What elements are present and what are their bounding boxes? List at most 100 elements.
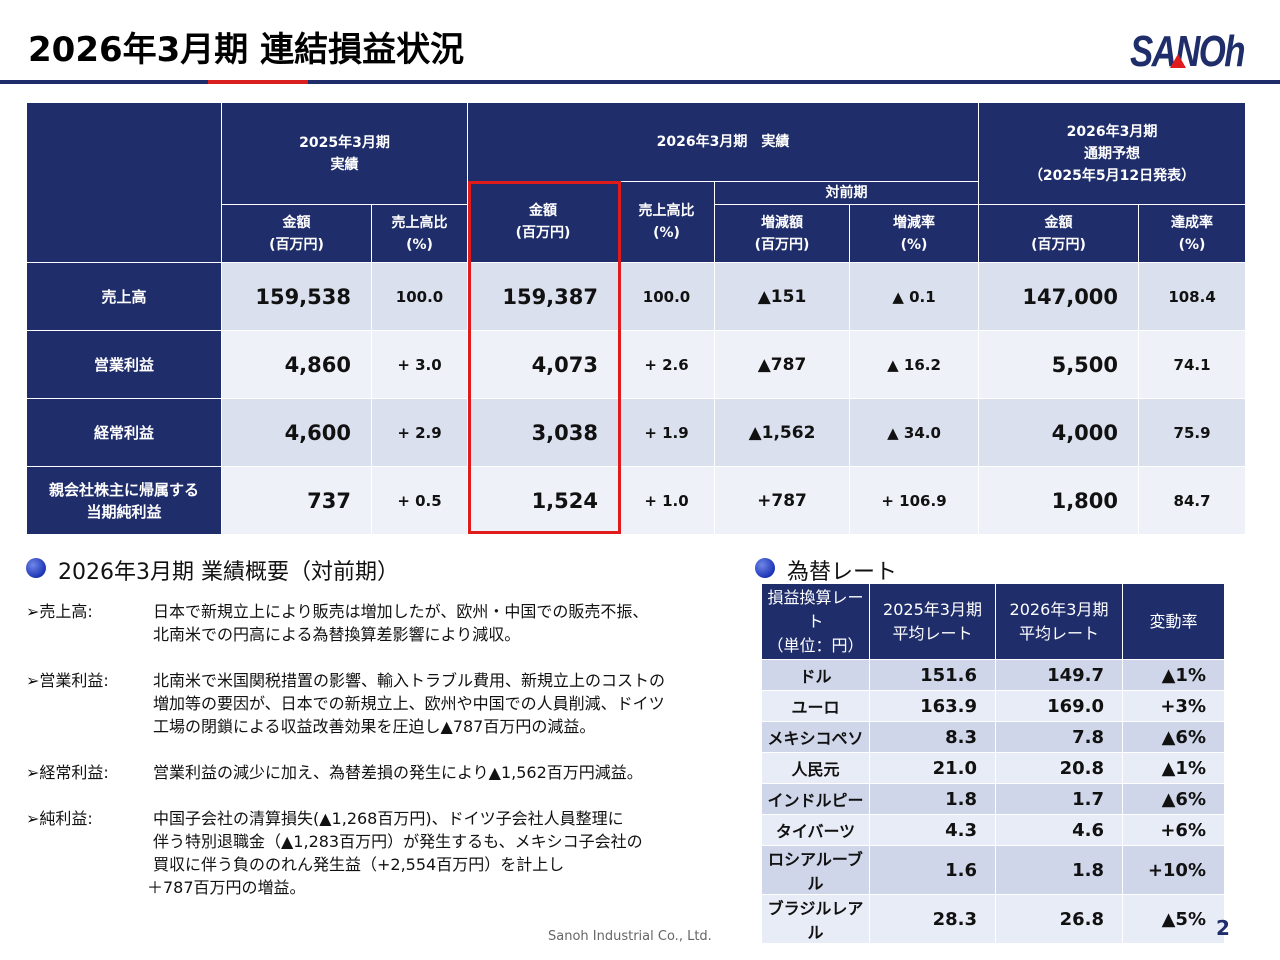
fy26-ratio: + 1.9 (618, 398, 715, 467)
fy25-ratio: + 3.0 (371, 330, 468, 399)
table-row: 売上高 159,538 100.0 159,387 100.0 ▲151 ▲ 0… (26, 262, 1247, 331)
logo-wordmark: SANOh (1130, 27, 1245, 72)
achievement-rate: 108.4 (1138, 262, 1247, 331)
summary-line: 工場の閉鎖による収益改善効果を圧迫し▲787百万円の減益。 (153, 717, 596, 736)
fy25-amount: 737 (221, 466, 372, 535)
summary-line: 中国子会社の清算損失(▲1,268百万円)、ドイツ子会社人員整理に (153, 809, 624, 828)
summary-line: 北南米での円高による為替換算差影響により減収。 (153, 625, 521, 644)
summary-label: 売上高: (26, 600, 151, 623)
summary-label: 営業利益: (26, 669, 151, 692)
fy26-rate: 149.7 (995, 659, 1123, 691)
fy26-amount: 3,038 (467, 398, 619, 467)
rate-change: +6% (1122, 814, 1225, 846)
summary-label: 経常利益: (26, 761, 151, 784)
summary-list: 売上高: 日本で新規立上により販売は増加したが、欧州・中国での販売不振、 北南米… (26, 600, 746, 922)
header-fy26: 2026年3月期 実績 (466, 102, 980, 182)
fx-row: メキシコペソ 8.3 7.8 ▲6% (761, 721, 1225, 753)
table-row: 親会社株主に帰属する 当期純利益 737 + 0.5 1,524 + 1.0 +… (26, 466, 1247, 535)
fy26-rate: 7.8 (995, 721, 1123, 753)
header-achievement: 達成率 (%) (1138, 204, 1247, 263)
currency: ドル (761, 659, 870, 691)
fx-row: ロシアルーブル 1.6 1.8 +10% (761, 845, 1225, 895)
rate-change: ▲5% (1122, 894, 1225, 944)
fy26-amount: 4,073 (467, 330, 619, 399)
fx-row: ブラジルレアル 28.3 26.8 ▲5% (761, 894, 1225, 944)
fy26-amount: 159,387 (467, 262, 619, 331)
summary-text: 営業利益の減少に加え、為替差損の発生により▲1,562百万円減益。 (153, 761, 746, 784)
yoy-change: ▲787 (714, 330, 850, 399)
header-yoy: 対前期 (713, 181, 980, 205)
fx-header-fy26: 2026年3月期 平均レート (995, 583, 1123, 660)
fy25-rate: 151.6 (869, 659, 996, 691)
fx-rate-table: 損益換算レート （単位：円） 2025年3月期 平均レート 2026年3月期 平… (761, 583, 1225, 944)
summary-text: 日本で新規立上により販売は増加したが、欧州・中国での販売不振、 北南米での円高に… (153, 600, 746, 646)
row-label: 営業利益 (26, 330, 222, 399)
summary-line: 買収に伴う負ののれん発生益（+2,554百万円）を計上し (153, 855, 565, 874)
fy26-rate: 169.0 (995, 690, 1123, 722)
fy26-rate: 20.8 (995, 752, 1123, 784)
fy25-amount: 4,860 (221, 330, 372, 399)
currency: メキシコペソ (761, 721, 870, 753)
header-fy26-amount: 金額 (百万円) (467, 181, 619, 263)
fx-row: ユーロ 163.9 169.0 +3% (761, 690, 1225, 722)
rate-change: +10% (1122, 845, 1225, 895)
yoy-change-rate: + 106.9 (848, 466, 980, 535)
rate-change: ▲6% (1122, 721, 1225, 753)
currency: ブラジルレアル (761, 894, 870, 944)
header-fy25: 2025年3月期 実績 (221, 102, 468, 205)
fy26-ratio: + 2.6 (618, 330, 715, 399)
currency: ロシアルーブル (761, 845, 870, 895)
currency: インドルピー (761, 783, 870, 815)
fy26-rate: 1.7 (995, 783, 1123, 815)
fy26-rate: 1.8 (995, 845, 1123, 895)
rate-change: ▲1% (1122, 752, 1225, 784)
table-row: 営業利益 4,860 + 3.0 4,073 + 2.6 ▲787 ▲ 16.2… (26, 330, 1247, 399)
achievement-rate: 75.9 (1138, 398, 1247, 467)
summary-item-ordinary: 経常利益: 営業利益の減少に加え、為替差損の発生により▲1,562百万円減益。 (26, 761, 746, 784)
fx-header-fy25: 2025年3月期 平均レート (869, 583, 996, 660)
rate-change: ▲1% (1122, 659, 1225, 691)
corner-header (26, 102, 222, 263)
achievement-rate: 74.1 (1138, 330, 1247, 399)
fy26-amount: 1,524 (467, 466, 619, 535)
yoy-change-rate: ▲ 0.1 (848, 262, 980, 331)
fy25-ratio: + 0.5 (371, 466, 468, 535)
summary-line: 伴う特別退職金（▲1,283百万円）が発生するも、メキシコ子会社の (153, 832, 643, 851)
currency: ユーロ (761, 690, 870, 722)
currency: 人民元 (761, 752, 870, 784)
rate-change: +3% (1122, 690, 1225, 722)
fx-header-change: 変動率 (1122, 583, 1225, 660)
title-divider (0, 80, 1280, 84)
summary-line: 営業利益の減少に加え、為替差損の発生により▲1,562百万円減益。 (153, 763, 643, 782)
consolidated-pl-table: 2025年3月期 実績 2026年3月期 実績 2026年3月期 通期予想 （2… (26, 102, 1247, 535)
fy25-rate: 4.3 (869, 814, 996, 846)
summary-item-sales: 売上高: 日本で新規立上により販売は増加したが、欧州・中国での販売不振、 北南米… (26, 600, 746, 646)
fx-header-currency: 損益換算レート （単位：円） (761, 583, 870, 660)
row-label: 経常利益 (26, 398, 222, 467)
header-change: 増減額 (百万円) (714, 204, 850, 263)
header-fy25-amount: 金額 (百万円) (221, 204, 372, 263)
row-label: 親会社株主に帰属する 当期純利益 (26, 466, 222, 535)
page-title: 2026年3月期 連結損益状況 (28, 30, 465, 70)
fy25-rate: 1.8 (869, 783, 996, 815)
fx-row: インドルピー 1.8 1.7 ▲6% (761, 783, 1225, 815)
fy25-rate: 1.6 (869, 845, 996, 895)
title-divider-accent (208, 80, 308, 84)
header-fc-amount: 金額 (百万円) (978, 204, 1140, 263)
fx-row: 人民元 21.0 20.8 ▲1% (761, 752, 1225, 784)
rate-change: ▲6% (1122, 783, 1225, 815)
header-change-rate: 増減率 (%) (848, 204, 980, 263)
achievement-rate: 84.7 (1138, 466, 1247, 535)
fy25-rate: 163.9 (869, 690, 996, 722)
row-label: 売上高 (26, 262, 222, 331)
summary-line: ＋787百万円の増益。 (147, 878, 306, 897)
fy26-ratio: 100.0 (618, 262, 715, 331)
fy25-rate: 21.0 (869, 752, 996, 784)
fy25-amount: 159,538 (221, 262, 372, 331)
yoy-change: ▲151 (714, 262, 850, 331)
summary-line: 北南米で米国関税措置の影響、輸入トラブル費用、新規立上のコストの (153, 671, 666, 690)
summary-label: 純利益: (26, 807, 151, 830)
fy25-rate: 28.3 (869, 894, 996, 944)
table-row: 経常利益 4,600 + 2.9 3,038 + 1.9 ▲1,562 ▲ 34… (26, 398, 1247, 467)
fy25-ratio: 100.0 (371, 262, 468, 331)
